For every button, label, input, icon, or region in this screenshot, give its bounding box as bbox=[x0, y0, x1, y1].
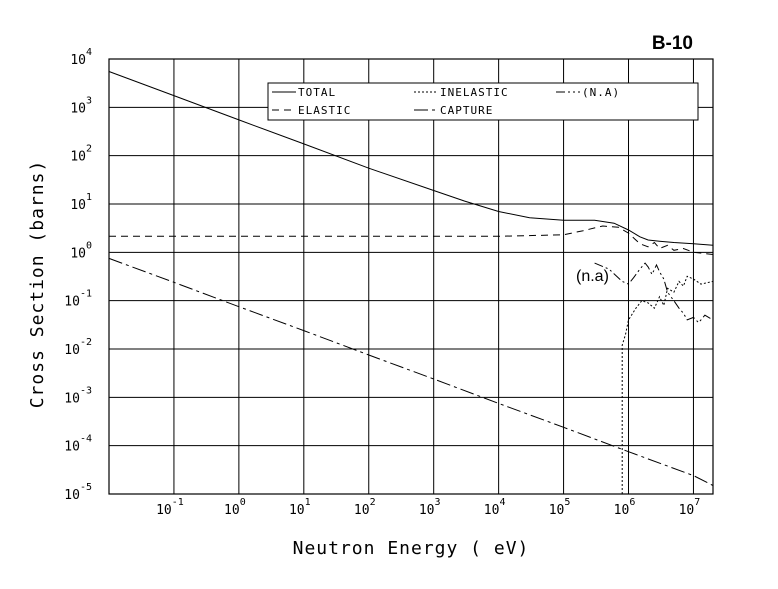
y-tick-label: 10-5 bbox=[64, 482, 92, 503]
legend-box bbox=[267, 82, 699, 121]
y-tick-label: 100 bbox=[70, 240, 92, 261]
y-axis-ticks: 104 103 102 101 100 10-1 10-2 10-3 10-4 10-5 bbox=[64, 47, 92, 503]
series-line-elastic bbox=[109, 225, 714, 255]
legend-label: ELASTIC bbox=[298, 104, 351, 117]
x-axis-ticks: 10-1 100 101 102 103 104 105 106 107 bbox=[156, 497, 700, 518]
x-axis-label: Neutron Energy ( eV) bbox=[293, 538, 530, 559]
y-tick-label: 10-3 bbox=[64, 385, 92, 406]
legend-label: CAPTURE bbox=[440, 104, 493, 117]
y-tick-label: 10-2 bbox=[64, 337, 92, 358]
legend-label: TOTAL bbox=[298, 86, 336, 99]
chart-title: B-10 bbox=[652, 33, 693, 54]
y-tick-label: 10-4 bbox=[64, 434, 92, 455]
x-tick-label: 10-1 bbox=[156, 497, 184, 518]
x-tick-label: 107 bbox=[679, 497, 701, 518]
y-tick-label: 101 bbox=[70, 192, 92, 213]
y-axis-label: Cross Section (barns) bbox=[27, 160, 48, 409]
plot-frame bbox=[108, 58, 714, 495]
series-lines bbox=[108, 71, 714, 494]
y-tick-label: 10-1 bbox=[64, 289, 92, 310]
series-line-total bbox=[108, 71, 714, 246]
x-tick-label: 102 bbox=[354, 497, 376, 518]
annotation-na: (n.a) bbox=[576, 268, 609, 285]
x-tick-label: 101 bbox=[289, 497, 311, 518]
grid-lines bbox=[109, 59, 713, 494]
y-tick-label: 104 bbox=[70, 47, 92, 68]
series-line-na bbox=[594, 262, 714, 324]
x-tick-label: 100 bbox=[224, 497, 246, 518]
series-line-capture bbox=[108, 257, 714, 486]
legend: TOTAL ELASTIC INELASTIC CAPTURE (N.A) bbox=[267, 82, 699, 121]
y-tick-label: 102 bbox=[70, 144, 92, 165]
x-tick-label: 103 bbox=[419, 497, 441, 518]
x-tick-label: 105 bbox=[549, 497, 571, 518]
series-line-inelastic bbox=[621, 275, 714, 494]
x-tick-label: 106 bbox=[614, 497, 636, 518]
legend-label: (N.A) bbox=[582, 86, 620, 99]
y-tick-label: 103 bbox=[70, 95, 92, 116]
legend-label: INELASTIC bbox=[440, 86, 509, 99]
x-tick-label: 104 bbox=[484, 497, 506, 518]
